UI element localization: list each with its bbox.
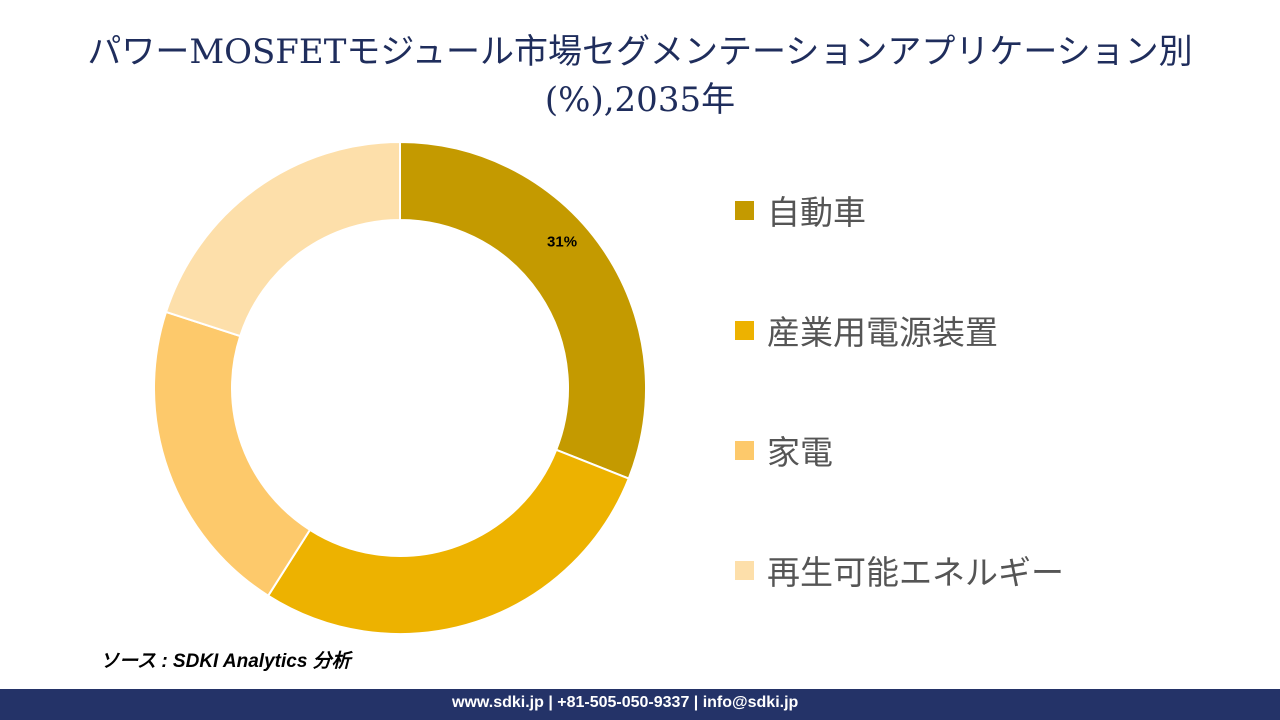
- legend-item-renewable-energy: 再生可能エネルギー: [735, 546, 1064, 594]
- legend-swatch: [735, 560, 754, 580]
- donut-slice-0: [399, 140, 647, 480]
- chart-title: パワーMOSFETモジュール市場セグメンテーションアプリケーション別 (%),2…: [0, 28, 1280, 124]
- donut-slice-1: [266, 448, 631, 635]
- legend-swatch: [735, 440, 754, 460]
- data-label: 31%: [547, 234, 577, 251]
- legend-label: 産業用電源装置: [767, 313, 998, 352]
- legend-label: 自動車: [767, 193, 866, 232]
- legend-item-industrial-power: 産業用電源装置: [735, 306, 998, 354]
- donut-slice-3: [164, 140, 401, 338]
- legend-item-home-appliances: 家電: [735, 426, 833, 474]
- legend-label: 再生可能エネルギー: [767, 553, 1064, 592]
- legend-label: 家電: [767, 433, 833, 472]
- source-note: ソース : SDKI Analytics 分析: [100, 651, 351, 672]
- chart-title-line2: (%),2035年: [544, 80, 736, 120]
- donut-slice-2: [153, 310, 312, 598]
- legend-swatch: [735, 200, 754, 220]
- footer-contact: www.sdki.jp | +81-505-050-9337 | info@sd…: [452, 694, 799, 711]
- chart-title-line1: パワーMOSFETモジュール市場セグメンテーションアプリケーション別: [87, 32, 1193, 72]
- legend-swatch: [735, 320, 754, 340]
- footer-bar: www.sdki.jp | +81-505-050-9337 | info@sd…: [0, 689, 1280, 720]
- legend-item-automotive: 自動車: [735, 186, 866, 234]
